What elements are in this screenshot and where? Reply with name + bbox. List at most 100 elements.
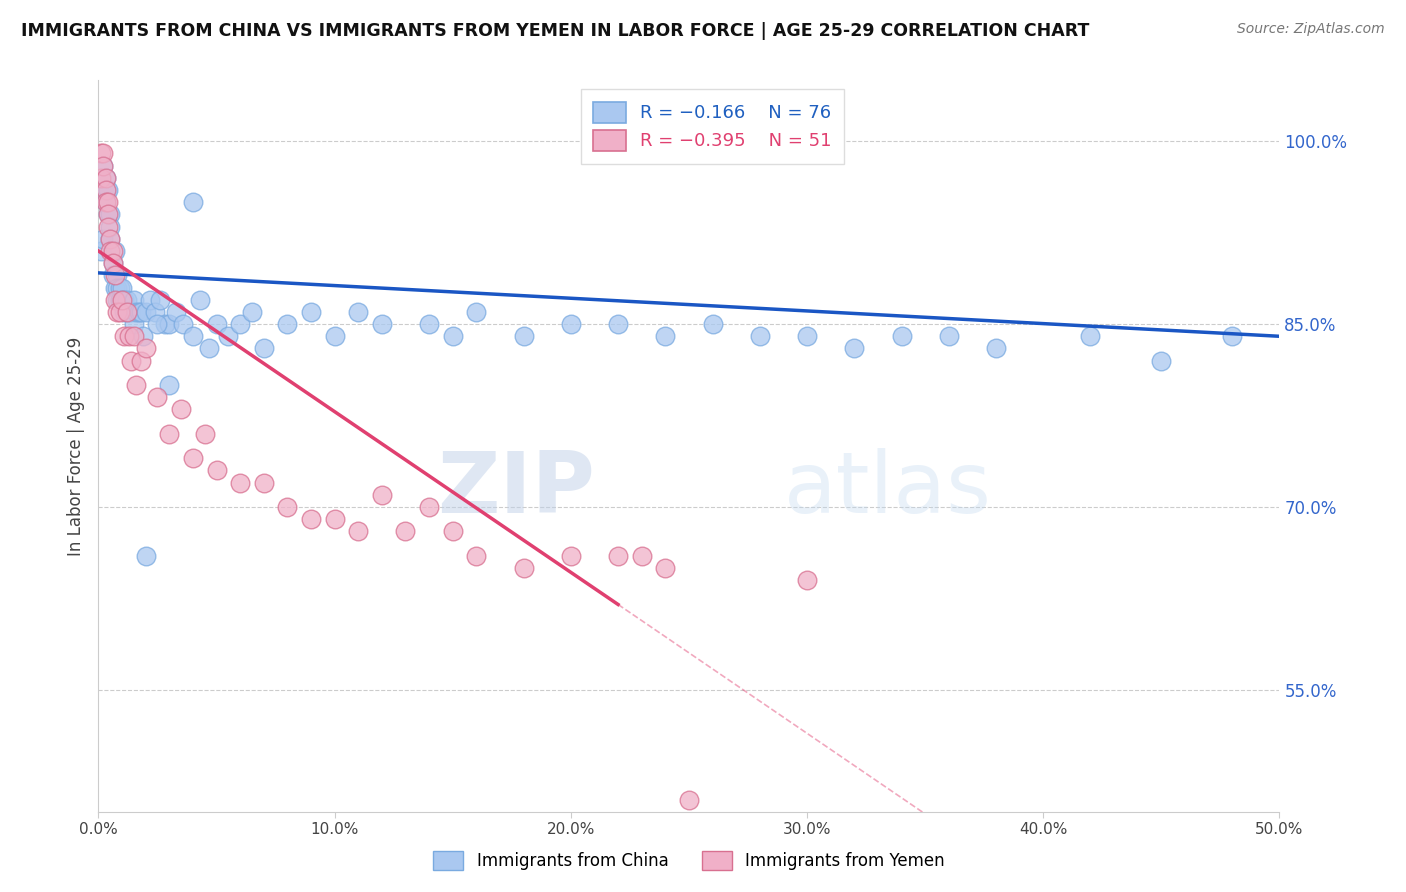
Point — [299, 512, 322, 526]
Point — [111, 293, 134, 307]
Point — [135, 549, 157, 563]
Point — [112, 329, 135, 343]
Text: IMMIGRANTS FROM CHINA VS IMMIGRANTS FROM YEMEN IN LABOR FORCE | AGE 25-29 CORREL: IMMIGRANTS FROM CHINA VS IMMIGRANTS FROM… — [21, 22, 1090, 40]
Legend: Immigrants from China, Immigrants from Yemen: Immigrants from China, Immigrants from Y… — [426, 844, 952, 877]
Point — [149, 293, 172, 307]
Point — [181, 195, 204, 210]
Point — [796, 573, 818, 587]
Text: Source: ZipAtlas.com: Source: ZipAtlas.com — [1237, 22, 1385, 37]
Point — [97, 183, 120, 197]
Point — [101, 256, 124, 270]
Point — [418, 500, 440, 514]
Point — [98, 232, 121, 246]
Point — [101, 256, 124, 270]
Point — [153, 317, 176, 331]
Point — [129, 353, 152, 368]
Point — [97, 207, 120, 221]
Point — [115, 305, 138, 319]
Point — [121, 353, 143, 368]
Point — [118, 329, 141, 343]
Point — [135, 305, 157, 319]
Point — [94, 183, 117, 197]
Point — [91, 232, 114, 246]
Point — [229, 475, 252, 490]
Point — [702, 317, 724, 331]
Point — [890, 329, 912, 343]
Point — [97, 207, 120, 221]
Point — [560, 317, 582, 331]
Point — [125, 305, 148, 319]
Point — [347, 524, 370, 539]
Point — [139, 293, 162, 307]
Point — [678, 792, 700, 806]
Point — [97, 219, 120, 234]
Point — [104, 244, 127, 258]
Point — [91, 146, 114, 161]
Point — [90, 244, 112, 258]
Point — [465, 549, 488, 563]
Point — [146, 317, 169, 331]
Point — [198, 342, 221, 356]
Point — [984, 342, 1007, 356]
Point — [172, 317, 194, 331]
Point — [104, 293, 127, 307]
Point — [143, 305, 166, 319]
Point — [118, 305, 141, 319]
Point — [108, 293, 131, 307]
Point — [465, 305, 488, 319]
Point — [94, 195, 117, 210]
Point — [115, 305, 138, 319]
Point — [229, 317, 252, 331]
Point — [97, 195, 120, 210]
Point — [347, 305, 370, 319]
Point — [112, 305, 135, 319]
Point — [240, 305, 263, 319]
Point — [122, 317, 145, 331]
Point — [91, 159, 114, 173]
Point — [844, 342, 866, 356]
Point — [104, 280, 127, 294]
Point — [253, 342, 276, 356]
Point — [112, 293, 135, 307]
Point — [128, 305, 150, 319]
Point — [205, 317, 228, 331]
Point — [512, 329, 534, 343]
Point — [90, 146, 112, 161]
Point — [105, 305, 128, 319]
Point — [323, 512, 346, 526]
Y-axis label: In Labor Force | Age 25-29: In Labor Force | Age 25-29 — [66, 336, 84, 556]
Point — [299, 305, 322, 319]
Point — [129, 305, 152, 319]
Point — [94, 195, 117, 210]
Point — [748, 329, 770, 343]
Point — [105, 268, 128, 283]
Point — [146, 390, 169, 404]
Point — [938, 329, 960, 343]
Point — [188, 293, 211, 307]
Point — [170, 402, 193, 417]
Point — [108, 305, 131, 319]
Point — [101, 268, 124, 283]
Point — [181, 451, 204, 466]
Point — [165, 305, 187, 319]
Point — [90, 170, 112, 185]
Point — [132, 329, 155, 343]
Point — [101, 244, 124, 258]
Point — [98, 207, 121, 221]
Point — [122, 329, 145, 343]
Point — [157, 378, 180, 392]
Point — [418, 317, 440, 331]
Point — [654, 329, 676, 343]
Point — [105, 280, 128, 294]
Point — [654, 561, 676, 575]
Point — [194, 426, 217, 441]
Point — [394, 524, 416, 539]
Point — [115, 293, 138, 307]
Point — [607, 549, 630, 563]
Point — [512, 561, 534, 575]
Point — [323, 329, 346, 343]
Point — [94, 170, 117, 185]
Point — [98, 232, 121, 246]
Point — [1150, 353, 1173, 368]
Point — [205, 463, 228, 477]
